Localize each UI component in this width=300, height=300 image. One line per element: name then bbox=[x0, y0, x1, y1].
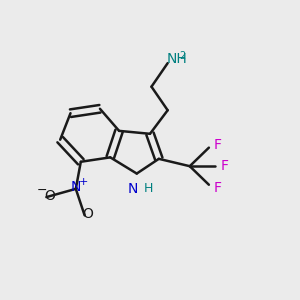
Text: +: + bbox=[79, 177, 88, 188]
Text: N: N bbox=[70, 180, 81, 194]
Text: F: F bbox=[213, 181, 221, 195]
Text: 2: 2 bbox=[179, 51, 186, 61]
Text: −: − bbox=[37, 184, 47, 197]
Text: O: O bbox=[82, 207, 93, 221]
Text: N: N bbox=[128, 182, 138, 196]
Text: F: F bbox=[213, 138, 221, 152]
Text: F: F bbox=[221, 159, 229, 173]
Text: NH: NH bbox=[166, 52, 187, 66]
Text: O: O bbox=[44, 189, 55, 202]
Text: H: H bbox=[144, 182, 154, 195]
